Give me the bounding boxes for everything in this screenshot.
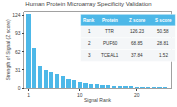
svg-text:1.52: 1.52: [159, 53, 168, 58]
svg-text:Rank: Rank: [83, 18, 95, 23]
svg-text:50.58: 50.58: [157, 29, 169, 34]
svg-text:31: 31: [15, 67, 21, 73]
svg-text:1: 1: [27, 92, 30, 98]
svg-text:TCEAL1: TCEAL1: [101, 53, 119, 58]
svg-text:Signal Rank: Signal Rank: [84, 97, 111, 103]
svg-text:37.84: 37.84: [131, 53, 143, 58]
svg-text:20: 20: [134, 92, 140, 98]
svg-text:Human Protein Microarray Speci: Human Protein Microarray Specificity Val…: [25, 1, 151, 7]
svg-text:Protein: Protein: [102, 18, 118, 23]
svg-text:93: 93: [15, 30, 21, 36]
svg-text:TTR: TTR: [105, 29, 115, 34]
svg-text:Strength of Signal (Z score): Strength of Signal (Z score): [5, 19, 11, 80]
svg-text:S score: S score: [155, 18, 172, 23]
svg-text:0: 0: [18, 85, 21, 91]
svg-text:10: 10: [77, 92, 83, 98]
svg-text:126.23: 126.23: [130, 29, 144, 34]
svg-text:28.81: 28.81: [157, 41, 169, 46]
svg-text:1: 1: [88, 29, 91, 34]
svg-text:Z score: Z score: [129, 18, 146, 23]
svg-text:2: 2: [88, 41, 91, 46]
svg-text:62: 62: [15, 49, 21, 55]
svg-text:3: 3: [88, 53, 91, 58]
svg-text:68.85: 68.85: [131, 41, 143, 46]
svg-text:124: 124: [12, 12, 21, 18]
svg-text:PUF60: PUF60: [103, 41, 118, 46]
